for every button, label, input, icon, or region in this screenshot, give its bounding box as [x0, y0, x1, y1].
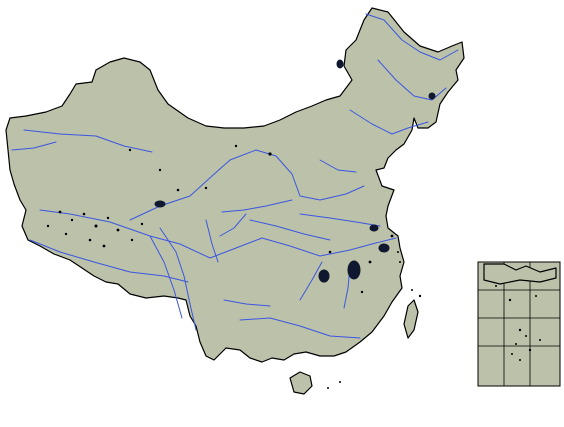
- han-river: [249, 219, 331, 241]
- poyang-lake: [347, 260, 361, 280]
- min-river: [205, 219, 219, 263]
- south-sea-inset: [477, 261, 561, 387]
- tarim-river: [23, 129, 153, 153]
- wei-river: [221, 199, 293, 213]
- hongze-lake: [369, 224, 379, 232]
- inset-coastline: [483, 263, 557, 285]
- ili-river: [11, 141, 57, 151]
- huai-river: [299, 213, 381, 227]
- pearl-river: [239, 317, 361, 339]
- taiwan-island: [403, 299, 419, 339]
- coastal-islands: [327, 251, 422, 389]
- yarlung-river: [29, 239, 189, 283]
- dongting-lake: [318, 269, 330, 283]
- inset-frame: [477, 261, 561, 387]
- songhua-river: [377, 59, 447, 101]
- hulun-lake: [336, 59, 344, 69]
- tai-lake: [378, 243, 390, 253]
- hainan-island: [289, 371, 313, 395]
- small-lakes: [46, 144, 394, 294]
- yellow-river: [129, 149, 365, 221]
- jialing-river: [219, 213, 247, 237]
- yangtze-river: [39, 209, 397, 259]
- heilong-river: [365, 13, 459, 61]
- xingkai-lake: [428, 92, 436, 100]
- inset-islands: [495, 285, 541, 361]
- lakes: [154, 59, 436, 283]
- qinghai-lake: [154, 200, 166, 208]
- haihe-river: [319, 159, 357, 173]
- mainland-landmass: [5, 7, 465, 363]
- nu-river: [149, 235, 183, 319]
- xiang-river: [299, 261, 323, 301]
- hongshui-river: [223, 299, 271, 307]
- liao-river: [349, 109, 429, 135]
- lancang-river: [159, 227, 197, 331]
